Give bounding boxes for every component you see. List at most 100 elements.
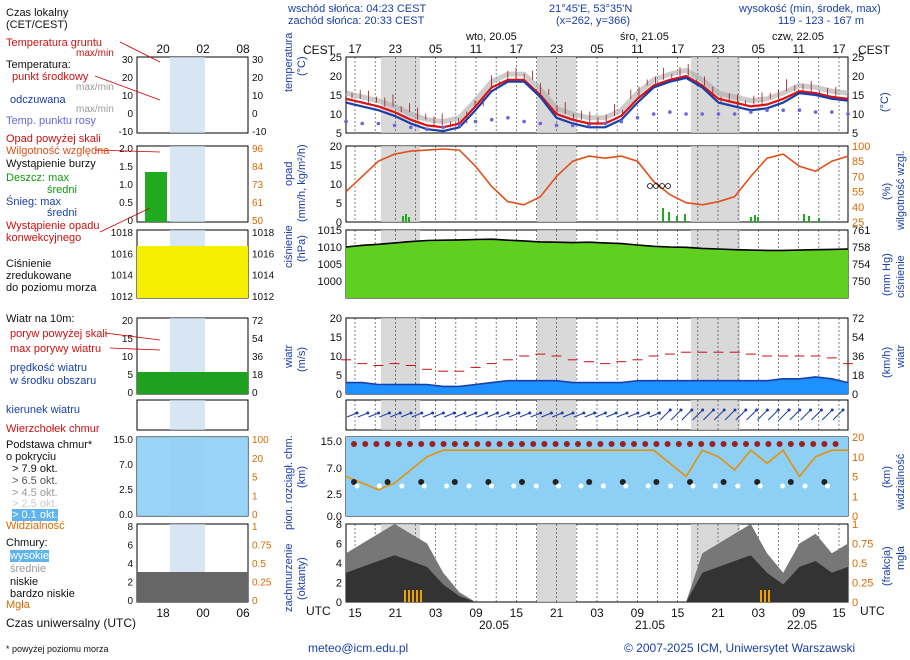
cloud-top-dot: [698, 441, 705, 447]
rain-bar: [754, 215, 756, 222]
wind-arrow-head: [679, 408, 683, 412]
axis-temp-label: temperatura: [283, 32, 295, 92]
mini-tick-right: 0: [252, 109, 258, 120]
day3-label: czw, 22.05: [772, 31, 824, 43]
mini-tick-right: 61: [252, 198, 264, 209]
utc-hour-label: 21: [711, 606, 725, 620]
mini-tick-right: 20: [252, 73, 264, 84]
pressure-area: [346, 239, 848, 298]
mini-tick-right: 1018: [252, 228, 275, 239]
axis-press-unit2: (mm Hg): [881, 253, 893, 296]
axis-fog-label: (frakcja): [881, 546, 893, 586]
mini-night-prec: [170, 146, 205, 222]
mini-tick-right: 96: [252, 144, 264, 155]
cloud-top-dot: [418, 441, 425, 447]
hum-tick: 100: [852, 141, 870, 153]
dew-point: [651, 112, 656, 116]
cloud-top-dot: [373, 441, 380, 447]
cloud-low-dot: [757, 483, 763, 489]
dew-point: [457, 123, 462, 128]
footer-email[interactable]: meteo@icm.edu.pl: [308, 641, 409, 655]
temp-tick-left: 5: [336, 128, 342, 140]
cloud-low-dot: [511, 483, 517, 489]
legend-c25: > 2.5 okt.: [12, 498, 58, 510]
storm-marker: [665, 183, 671, 189]
wind-arrow: [454, 412, 466, 418]
rain-bar: [676, 216, 678, 222]
mini-tick-right: 1012: [252, 292, 275, 303]
cloud-top-dot: [485, 441, 492, 447]
legend-cloud-base: Podstawa chmur*: [6, 439, 93, 451]
vis-tick: 20: [852, 432, 864, 444]
local-hour-label: 23: [550, 42, 564, 56]
dew-point: [716, 112, 721, 116]
press-mmhg-tick: 758: [852, 242, 870, 254]
cov-tick: 0: [336, 597, 342, 609]
wind-arrow-head: [722, 408, 726, 412]
wind-arrow: [433, 412, 444, 418]
legend-storm: Wystąpienie burzy: [6, 158, 96, 170]
mini-tick-left: 1.0: [119, 180, 133, 191]
cloud-low-dot: [668, 483, 674, 489]
dew-point: [360, 121, 364, 126]
wind-arrow: [498, 412, 509, 418]
wind-kmh-tick: 54: [852, 332, 864, 344]
axis-cloud-unit: (km): [296, 466, 308, 488]
cov-tick: 4: [336, 558, 342, 570]
legend-cloud-cov: o pokryciu: [6, 451, 57, 463]
utc-day-label: 20.05: [479, 618, 509, 632]
dew-point: [619, 119, 624, 124]
mini-tick-right: 1014: [252, 271, 275, 282]
wind-arrow: [379, 412, 390, 418]
mini-tick-right: 5: [252, 473, 258, 484]
cloud-base-dot: [619, 479, 626, 485]
cloud-top-dot: [530, 441, 537, 447]
vis-tick: 0: [852, 511, 858, 523]
wind-arrow: [703, 409, 714, 421]
mini-wind-area: [137, 372, 248, 394]
mini-tick-right: 10: [252, 91, 264, 102]
wind-arrow: [800, 409, 811, 421]
wind-arrow: [659, 409, 671, 421]
dew-point: [554, 123, 559, 128]
cloud-low-dot: [802, 483, 808, 489]
wind-arrow: [357, 412, 368, 418]
day1-label: wto, 20.05: [466, 31, 517, 43]
legend-local-time2: (CET/CEST): [6, 19, 68, 31]
wind-arrow: [821, 409, 833, 421]
sunrise-text: wschód słońca: 04:23 CEST: [288, 3, 427, 15]
rain-bar: [408, 217, 410, 222]
legend-clouds: Chmury:: [6, 537, 48, 549]
mini-tick-right: 84: [252, 162, 264, 173]
wind-arrow: [552, 412, 563, 418]
wind-arrow-head: [647, 411, 651, 415]
legend-felt: odczuwana: [10, 94, 66, 106]
temp-series-1: [345, 76, 849, 133]
cloud-top-dot: [575, 441, 581, 447]
mini-tick-left: 1018: [111, 228, 134, 239]
cov-tick: 6: [336, 539, 342, 551]
utc-hour-label: 09: [631, 606, 645, 620]
elevation-title: wysokość (min, środek, max): [739, 3, 881, 15]
legend-center-point: punkt środkowy: [12, 71, 89, 83]
cloud-top-dot: [519, 441, 525, 447]
elevation-values: 119 - 123 - 167 m: [778, 15, 865, 27]
wind-arrow-head: [625, 411, 629, 415]
fog-bar: [760, 590, 762, 602]
night-band-wind: [381, 318, 420, 394]
legend-wind-speed: prędkość wiatru: [10, 362, 88, 374]
axis-hum-label: wilgotność wzgl.: [895, 150, 907, 230]
cloud-top-dot: [384, 441, 391, 447]
dew-point: [425, 127, 429, 131]
cloud-top-dot: [765, 441, 772, 447]
legend-rain-mean: średni: [47, 184, 77, 196]
press-tick: 1000: [318, 276, 342, 288]
cloud-top-dot: [619, 441, 626, 447]
cloud-top-dot: [474, 441, 481, 447]
mini-tick-right: 30: [252, 55, 264, 66]
cloud-low-dot: [354, 483, 360, 489]
mini-tick-right: 1016: [252, 249, 275, 260]
press-mmhg-tick: 761: [852, 225, 870, 237]
temp-tick-right: 20: [852, 71, 864, 83]
utc-label-right: UTC: [860, 604, 885, 618]
